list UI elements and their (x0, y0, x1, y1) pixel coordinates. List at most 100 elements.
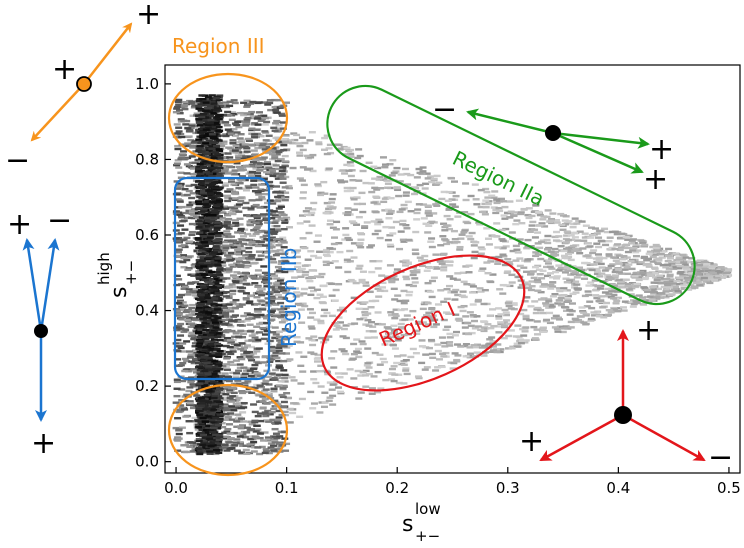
density-cell (390, 365, 398, 368)
density-cell (610, 284, 618, 288)
density-cell (493, 198, 501, 201)
density-cell (233, 162, 241, 165)
density-cell (202, 323, 210, 326)
density-cell (471, 250, 479, 254)
density-cell (655, 287, 663, 291)
density-cell (502, 313, 510, 317)
density-cell (286, 226, 294, 229)
density-cell (465, 332, 473, 336)
density-cell (403, 372, 411, 376)
density-cell (240, 353, 248, 356)
density-cell (468, 283, 476, 286)
density-cell (313, 288, 321, 291)
density-cell (394, 355, 402, 358)
density-cell (227, 330, 235, 333)
density-cell (268, 309, 276, 312)
density-cell (284, 396, 292, 400)
density-cell (195, 270, 203, 273)
density-cell (264, 409, 272, 413)
density-cell (256, 436, 264, 440)
density-cell (399, 354, 407, 357)
density-cell (264, 436, 272, 439)
density-cell (582, 323, 590, 326)
density-cell (179, 301, 187, 304)
density-cell (531, 265, 539, 269)
density-cell (365, 324, 373, 327)
density-cell (587, 236, 595, 239)
density-cell (343, 189, 351, 193)
density-cell (353, 202, 361, 206)
density-cell (298, 179, 306, 182)
density-cell (573, 276, 581, 279)
density-cell (567, 258, 575, 262)
density-cell (316, 370, 324, 373)
density-cell (428, 279, 436, 283)
density-cell (328, 314, 336, 318)
density-cell (507, 329, 515, 332)
density-cell (256, 168, 264, 172)
density-cell (216, 338, 224, 342)
density-cell (414, 375, 422, 378)
density-cell (565, 299, 573, 303)
density-cell (225, 323, 233, 326)
density-cell (584, 242, 592, 245)
density-cell (266, 291, 274, 294)
density-cell (376, 175, 384, 179)
density-cell (280, 405, 288, 409)
density-cell (313, 296, 321, 300)
density-cell (433, 183, 441, 186)
density-cell (477, 328, 485, 331)
density-cell (526, 230, 534, 233)
density-cell (576, 252, 584, 255)
density-cell (216, 367, 224, 371)
density-cell (413, 269, 421, 272)
density-cell (189, 144, 197, 148)
density-cell (662, 293, 670, 296)
density-cell (435, 358, 443, 361)
density-cell (273, 237, 281, 241)
density-cell (709, 272, 717, 275)
density-cell (317, 385, 325, 388)
density-cell (247, 208, 255, 212)
density-cell (178, 244, 186, 248)
density-cell (428, 295, 436, 299)
density-cell (281, 373, 289, 377)
density-cell (279, 395, 287, 399)
density-cell (471, 327, 479, 330)
density-cell (233, 344, 241, 347)
density-cell (248, 143, 256, 146)
density-cell (396, 336, 404, 340)
density-cell (352, 281, 360, 285)
density-cell (254, 273, 262, 277)
density-cell (272, 432, 280, 435)
density-cell (270, 407, 278, 411)
density-cell (339, 335, 347, 338)
density-cell (190, 141, 198, 144)
density-cell (290, 379, 298, 382)
density-cell (189, 406, 197, 410)
density-cell (296, 415, 304, 418)
density-cell (182, 157, 190, 160)
density-cell (234, 205, 242, 208)
density-cell (242, 254, 250, 257)
density-cell (543, 248, 551, 251)
density-cell (239, 155, 247, 158)
density-cell (180, 266, 188, 269)
density-cell (397, 322, 405, 326)
density-cell (318, 272, 326, 276)
density-cell (376, 289, 384, 292)
density-cell (322, 253, 330, 257)
density-cell (468, 231, 476, 235)
density-cell (207, 234, 215, 237)
density-cell (257, 419, 265, 423)
density-cell (173, 123, 181, 126)
density-cell (248, 442, 256, 445)
density-cell (472, 355, 480, 358)
density-cell (483, 227, 491, 230)
density-cell (279, 173, 287, 176)
density-cell (261, 176, 269, 180)
density-cell (526, 273, 534, 276)
density-cell (543, 318, 551, 322)
density-cell (544, 241, 552, 245)
density-cell (557, 212, 565, 216)
